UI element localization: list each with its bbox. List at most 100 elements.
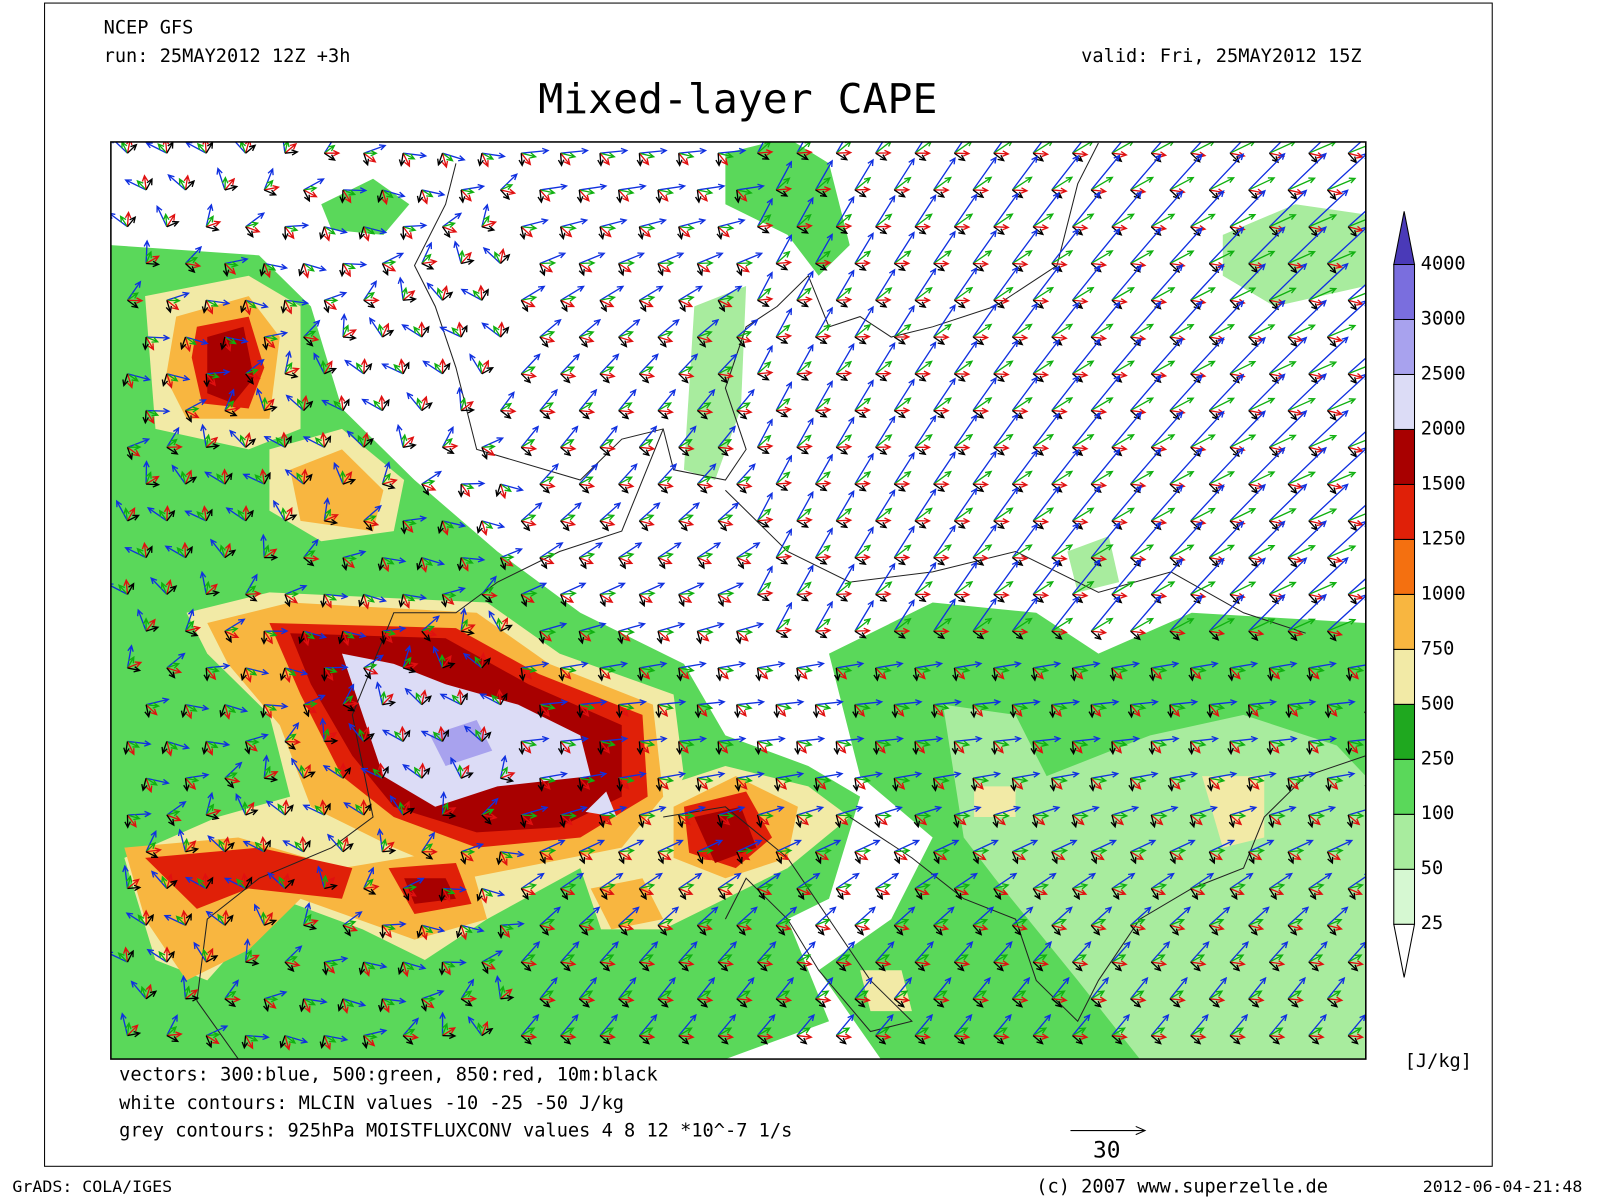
wind-arrow [796,490,814,522]
wind-arrow [342,630,367,639]
wind-arrow [697,262,711,273]
colorbar-label: 2500 [1421,364,1466,385]
wind-arrow [951,741,959,756]
wind-arrow [854,409,867,418]
wind-arrow [205,583,218,595]
wind-arrow [461,848,476,856]
wind-arrow [1227,741,1234,756]
wind-arrow [1189,814,1196,829]
wind-arrow [757,740,774,747]
wind-arrow [1012,996,1029,1003]
wind-arrow [560,593,575,603]
wind-arrow [481,887,506,897]
wind-arrow [1130,924,1140,936]
wind-arrow [1111,151,1128,158]
wind-arrow [736,188,753,196]
wind-arrow [264,185,281,192]
wind-arrow [1072,150,1089,158]
wind-arrow [915,591,932,598]
wind-arrow [1111,484,1143,522]
wind-arrow [1051,990,1066,1000]
wind-arrow [500,189,511,201]
wind-arrow [815,259,832,267]
wind-arrow [218,839,226,853]
wind-arrow [717,594,724,608]
wind-arrow [1130,976,1149,1000]
wind-arrow [279,1035,286,1049]
wind-arrow [912,741,919,756]
wind-arrow [284,945,303,963]
wind-arrow [1111,667,1123,680]
wind-arrow [678,667,690,680]
wind-arrow [284,721,300,742]
wind-arrow [913,814,921,829]
wind-arrow [894,699,923,706]
wind-arrow [224,256,249,265]
wind-arrow [184,245,203,264]
wind-arrow [1348,960,1365,967]
wind-arrow [481,814,492,825]
wind-arrow [382,252,405,265]
wind-arrow [1071,814,1078,829]
wind-arrow [639,445,656,452]
wind-arrow [460,924,473,934]
wind-arrow [520,366,536,375]
wind-arrow [796,812,814,819]
wind-arrow [754,741,762,756]
wind-arrow [284,593,299,604]
wind-arrow [124,814,131,829]
wind-arrow [474,656,483,669]
wind-arrow [166,299,180,311]
wind-arrow [717,366,733,375]
wind-arrow [718,445,735,452]
wind-arrow [1032,286,1055,301]
wind-arrow [1248,906,1270,926]
wind-arrow [1345,667,1353,682]
wind-arrow [282,840,304,853]
wind-arrow [893,630,906,639]
wind-arrow [381,322,390,338]
wind-arrow [1091,481,1108,489]
wind-arrow [618,552,635,559]
wind-arrow [655,778,663,792]
wind-arrow [1308,336,1349,375]
wind-arrow [1248,544,1276,559]
wind-arrow [1190,360,1216,375]
wind-arrow [618,262,632,273]
wind-arrow [402,152,411,168]
wind-arrow [893,483,906,492]
wind-arrow [126,215,137,228]
wind-arrow [164,545,186,559]
wind-arrow [382,557,395,565]
wind-arrow [836,887,852,896]
wind-arrow [697,542,722,559]
wind-arrow [520,887,537,896]
wind-arrow [815,996,832,1003]
wind-arrow [599,226,612,238]
wind-arrow [757,735,786,743]
wind-arrow [402,961,427,971]
wind-arrow [717,502,740,522]
wind-arrow [636,153,644,167]
wind-arrow [1209,250,1236,265]
wind-arrow [181,541,189,558]
wind-arrow [915,444,932,451]
wind-arrow [263,263,271,279]
wind-arrow [1209,918,1225,926]
wind-arrow [736,552,753,559]
wind-arrow [122,864,129,889]
wind-arrow [894,924,910,931]
wind-arrow [972,156,997,191]
wind-arrow [481,225,496,232]
wind-arrow [993,666,1010,673]
wind-arrow [421,395,428,411]
wind-arrow [145,990,158,1000]
wind-arrow [717,285,743,301]
wind-arrow [1033,666,1050,673]
wind-arrow [185,995,200,1002]
wind-arrow [323,226,336,235]
wind-arrow [836,590,853,598]
wind-arrow [1051,847,1069,855]
wind-arrow [972,189,985,199]
wind-arrow [284,514,298,522]
